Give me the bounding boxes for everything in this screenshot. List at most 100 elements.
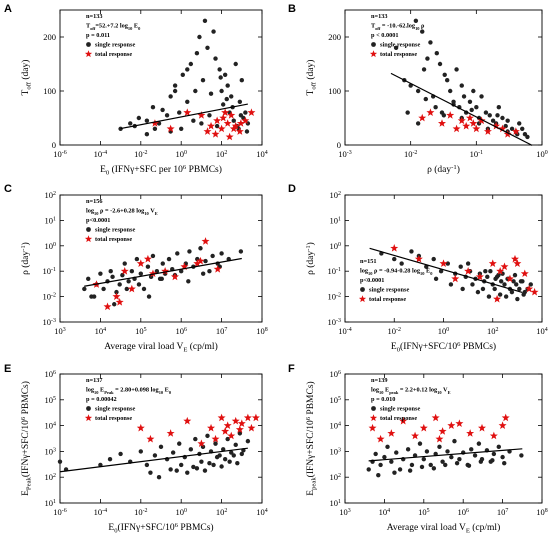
data-point-single: [438, 269, 444, 274]
x-tick-label: 104​: [536, 326, 548, 336]
data-point-single: [227, 459, 232, 464]
legend-marker-total: [369, 414, 378, 422]
data-point-single: [224, 96, 229, 102]
annotation-line: n=137: [86, 377, 103, 384]
panel-letter: A: [4, 3, 12, 15]
data-point-single: [211, 29, 216, 34]
data-point-single: [491, 451, 497, 457]
x-tick-label: 10-4​: [338, 326, 351, 336]
data-point-total: [511, 127, 520, 135]
data-point-single: [229, 94, 234, 99]
data-point-single: [428, 40, 433, 45]
data-point-total: [251, 413, 260, 422]
data-point-single: [471, 88, 476, 94]
data-point-single: [244, 129, 250, 134]
data-point-total: [213, 116, 222, 125]
data-point-total: [207, 423, 216, 432]
data-point-total: [229, 124, 238, 133]
data-point-single: [110, 274, 115, 280]
legend-label-single: single response: [95, 227, 135, 234]
data-point-single: [443, 462, 448, 468]
regression-line: [59, 447, 248, 473]
data-point-single: [98, 271, 103, 276]
y-axis-title: ρ (day-1): [20, 242, 31, 275]
data-point-single: [200, 444, 206, 450]
x-tick-label: 104​: [256, 507, 268, 517]
data-point-single: [170, 450, 176, 455]
data-point-total: [166, 124, 175, 133]
data-point-total: [227, 431, 236, 440]
data-point-single: [124, 286, 129, 292]
data-point-single: [480, 286, 486, 292]
data-point-single: [112, 302, 117, 307]
data-point-single: [399, 261, 404, 266]
y-tick-label: 104​: [330, 421, 342, 431]
data-point-total: [368, 423, 377, 432]
regression-line: [368, 448, 523, 462]
data-point-single: [160, 261, 165, 266]
x-tick-label: 102​: [216, 507, 228, 517]
legend-marker-single: [371, 406, 376, 411]
data-point-total: [414, 254, 423, 263]
legend-marker-total: [358, 295, 367, 303]
data-point-single: [519, 453, 524, 458]
legend-label-single: single response: [95, 42, 135, 49]
y-tick-label: 10-2​: [43, 292, 56, 302]
data-point-single: [220, 447, 226, 452]
data-point-total: [150, 119, 159, 127]
annotation-line: log10 ρ = -0.94-0.28 log10 E0​: [360, 268, 433, 277]
x-axis-title: Average viral load VE (cp/ml): [387, 522, 500, 535]
data-point-single: [120, 272, 125, 278]
data-point-single: [434, 51, 439, 56]
data-point-single: [517, 286, 522, 292]
data-point-total: [120, 267, 129, 275]
data-point-single: [235, 460, 240, 466]
data-point-single: [469, 447, 474, 452]
legend-label-total: total response: [95, 236, 132, 243]
data-point-single: [208, 91, 214, 96]
data-point-single: [191, 464, 196, 470]
data-point-single: [243, 110, 248, 115]
data-point-single: [233, 442, 238, 448]
y-tick-label: 101​: [330, 498, 342, 508]
data-point-single: [503, 294, 509, 299]
data-point-total: [419, 423, 428, 432]
y-tick-label: 106​: [45, 369, 57, 379]
data-point-total: [221, 427, 230, 435]
x-tick-label: 10-2​: [388, 326, 401, 336]
annotation-line: n=133: [86, 13, 103, 20]
data-point-single: [492, 286, 497, 292]
data-point-total: [112, 292, 121, 300]
data-point-single: [487, 113, 492, 118]
data-point-single: [467, 99, 473, 105]
data-point-total: [197, 439, 206, 448]
data-point-total: [488, 259, 497, 267]
x-tick-label: 104​: [379, 507, 391, 517]
data-point-single: [207, 113, 212, 118]
data-point-total: [500, 262, 509, 271]
x-tick-label: 10-4​: [94, 149, 107, 159]
data-point-single: [126, 279, 131, 284]
data-point-single: [144, 462, 150, 468]
y-tick-label: 102​: [45, 190, 57, 200]
x-tick-label: 105​: [135, 326, 147, 336]
x-tick-label: 106​: [457, 507, 469, 517]
data-point-total: [183, 416, 192, 425]
data-point-single: [490, 458, 495, 463]
data-point-single: [437, 61, 443, 67]
data-point-total: [477, 116, 486, 125]
data-point-single: [197, 34, 202, 40]
data-point-total: [115, 298, 124, 306]
y-tick-label: 102​: [330, 472, 342, 482]
data-point-total: [148, 269, 157, 278]
legend-marker-total: [369, 50, 378, 58]
data-point-single: [433, 276, 439, 282]
data-point-total: [503, 130, 512, 138]
annotation-line: Toff = -10.-62.log10 ρ: [371, 23, 425, 32]
data-point-single: [214, 123, 220, 129]
data-point-total: [464, 267, 473, 275]
y-axis-title: Toff (day): [20, 60, 33, 96]
data-point-single: [433, 105, 438, 110]
panel-letter: B: [288, 3, 296, 15]
data-point-single: [394, 450, 399, 455]
